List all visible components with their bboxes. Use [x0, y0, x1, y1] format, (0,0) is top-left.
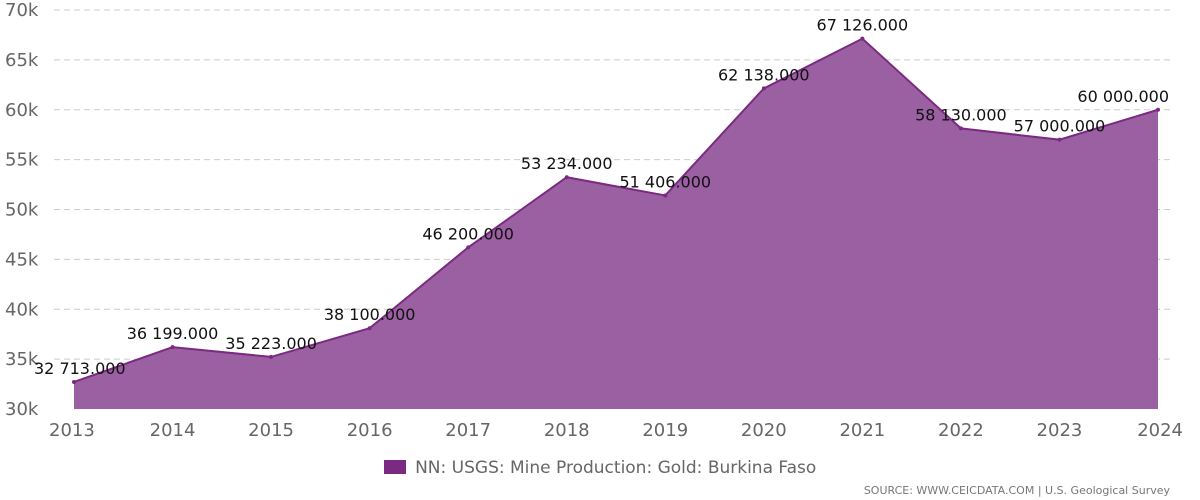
data-point — [269, 354, 274, 359]
x-tick-label: 2015 — [248, 420, 294, 441]
data-point — [564, 175, 569, 180]
data-label: 51 406.000 — [619, 172, 711, 191]
y-tick-label: 55k — [5, 150, 39, 171]
y-tick-label: 50k — [5, 200, 39, 221]
legend-swatch — [383, 460, 406, 474]
x-tick-label: 2020 — [741, 420, 787, 441]
x-tick-label: 2017 — [445, 420, 491, 441]
y-tick-label: 60k — [5, 100, 39, 121]
x-tick-label: 2023 — [1037, 420, 1083, 441]
data-label: 60 000.000 — [1077, 87, 1169, 106]
data-point — [367, 326, 372, 331]
data-point — [72, 379, 76, 384]
data-label: 35 223.000 — [225, 334, 317, 353]
x-tick-label: 2024 — [1137, 420, 1183, 441]
data-label: 62 138.000 — [718, 65, 810, 84]
data-point — [958, 126, 963, 131]
data-point — [663, 193, 668, 198]
data-label: 46 200.000 — [422, 224, 514, 243]
data-label: 58 130.000 — [915, 105, 1007, 124]
data-point — [1156, 107, 1160, 112]
series-line — [73, 37, 1159, 383]
data-label: 67 126.000 — [817, 16, 909, 35]
data-point — [761, 86, 766, 91]
y-tick-label: 70k — [5, 0, 39, 21]
data-point — [170, 345, 175, 350]
data-label: 32 713.000 — [34, 359, 126, 378]
data-label: 36 199.000 — [127, 324, 219, 343]
x-tick-label: 2016 — [347, 420, 393, 441]
data-label: 38 100.000 — [324, 305, 416, 324]
x-tick-label: 2014 — [150, 420, 196, 441]
x-tick-label: 2022 — [938, 420, 984, 441]
y-tick-label: 45k — [5, 249, 39, 270]
data-point — [1057, 137, 1062, 142]
source-note: SOURCE: WWW.CEICDATA.COM | U.S. Geologic… — [863, 484, 1170, 497]
y-tick-label: 65k — [5, 50, 39, 71]
legend-label: NN: USGS: Mine Production: Gold: Burkina… — [415, 458, 817, 478]
y-tick-label: 30k — [5, 399, 39, 420]
x-tick-label: 2013 — [49, 420, 95, 441]
x-tick-label: 2021 — [839, 420, 885, 441]
x-tick-label: 2018 — [544, 420, 590, 441]
data-point — [860, 36, 865, 41]
area-fill — [74, 38, 1158, 409]
x-tick-label: 2019 — [642, 420, 688, 441]
y-tick-label: 35k — [5, 349, 39, 370]
legend: NN: USGS: Mine Production: Gold: Burkina… — [0, 458, 1200, 478]
data-label: 53 234.000 — [521, 154, 613, 173]
y-tick-label: 40k — [5, 299, 39, 320]
data-label: 57 000.000 — [1014, 117, 1106, 136]
data-point — [466, 245, 471, 250]
